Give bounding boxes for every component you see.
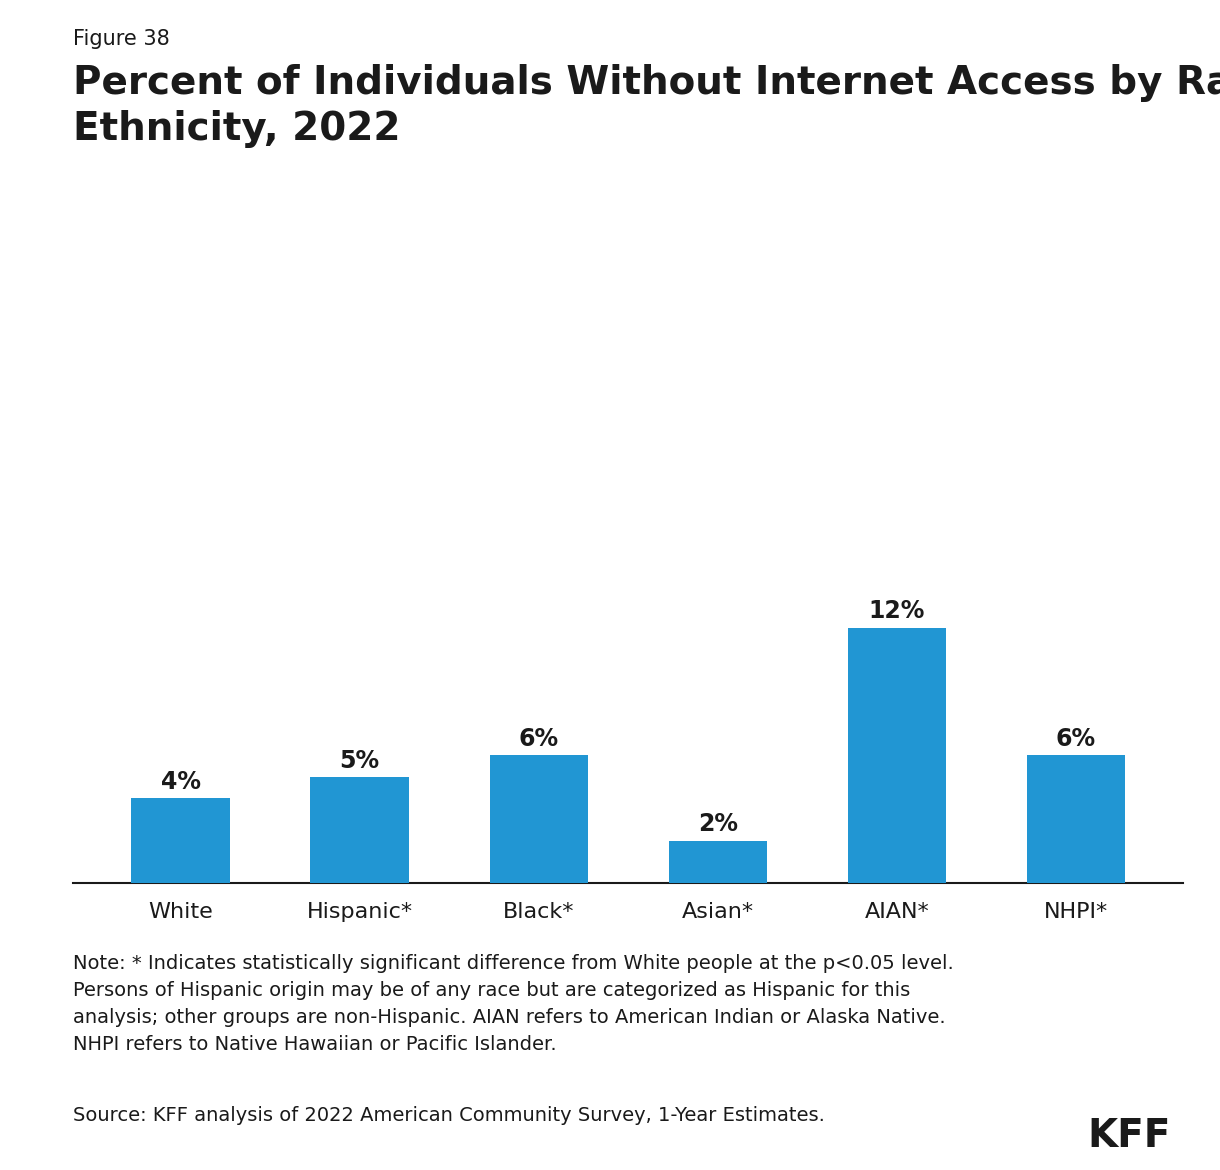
Text: 2%: 2% (698, 812, 738, 837)
Text: 12%: 12% (869, 599, 925, 624)
Text: 5%: 5% (339, 749, 379, 772)
Bar (669, 841, 767, 883)
Text: Source: KFF analysis of 2022 American Community Survey, 1-Year Estimates.: Source: KFF analysis of 2022 American Co… (73, 1106, 825, 1124)
Bar (310, 777, 409, 883)
Text: KFF: KFF (1088, 1117, 1171, 1155)
Text: Percent of Individuals Without Internet Access by Race and
Ethnicity, 2022: Percent of Individuals Without Internet … (73, 64, 1220, 147)
Bar (1027, 756, 1125, 883)
Bar (132, 798, 229, 883)
Text: Figure 38: Figure 38 (73, 29, 170, 49)
Text: 4%: 4% (161, 770, 200, 794)
Text: 6%: 6% (1055, 728, 1096, 751)
Text: 6%: 6% (518, 728, 559, 751)
Bar (489, 756, 588, 883)
Bar (848, 627, 947, 883)
Text: Note: * Indicates statistically significant difference from White people at the : Note: * Indicates statistically signific… (73, 954, 954, 1054)
